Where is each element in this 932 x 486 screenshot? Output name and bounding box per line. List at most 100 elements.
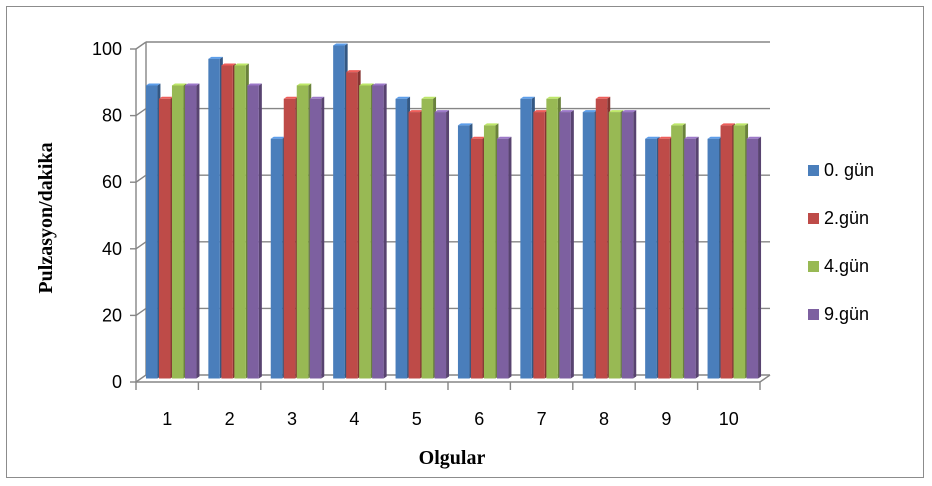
legend-item: 9.gün (808, 304, 869, 324)
bar-top (359, 83, 374, 86)
bar (434, 110, 450, 379)
bar-front (671, 125, 683, 379)
bar-front (533, 112, 545, 379)
bar (520, 96, 535, 379)
bar-top (658, 136, 673, 139)
bar (608, 110, 624, 379)
x-tick-label: 2 (225, 409, 235, 429)
y-grid-depth-line (135, 374, 147, 383)
bar-top (559, 110, 574, 113)
bar-front (184, 85, 197, 379)
bar-side (570, 110, 574, 379)
bar (359, 83, 374, 379)
bar-top (470, 136, 486, 139)
y-grid-depth-line (135, 108, 147, 117)
bar-top (184, 83, 200, 86)
bar (470, 136, 486, 379)
y-axis-title: Pulzasyon/dakika (35, 142, 57, 293)
bar (158, 96, 174, 379)
bar (595, 96, 611, 379)
bar (395, 96, 411, 379)
legend-swatch (808, 309, 819, 320)
legend-swatch (808, 165, 819, 176)
bar-top (746, 136, 762, 139)
bar (496, 136, 512, 379)
bar (283, 96, 299, 379)
bar (621, 110, 637, 379)
bar (221, 63, 236, 379)
bar-front (158, 98, 171, 379)
bar-front (658, 138, 670, 379)
bar-top (457, 123, 473, 126)
bar (247, 83, 262, 379)
bar-front (171, 85, 184, 379)
floor-depth-line (759, 374, 771, 383)
legend-item: 0. gün (808, 160, 874, 180)
legend-label: 0. gün (824, 160, 874, 180)
bar-top (333, 43, 348, 46)
bar-top (408, 110, 424, 113)
legend-label: 9.gün (824, 304, 869, 324)
bar-front (372, 85, 384, 379)
bar (234, 63, 249, 379)
y-grid-depth-line (135, 174, 147, 183)
bar-side (758, 136, 762, 379)
bar-top (372, 83, 387, 86)
y-grid-depth-line (135, 241, 147, 250)
y-grid-depth-line (135, 307, 147, 316)
bar (208, 56, 223, 379)
y-tick-label: 40 (102, 239, 122, 259)
bar (346, 70, 361, 379)
bar (746, 136, 762, 379)
bar-top (346, 70, 361, 73)
bar-top (684, 136, 699, 139)
bar-top (720, 123, 736, 126)
bar-front (296, 85, 309, 379)
bar-front (733, 125, 746, 379)
bar-front (608, 112, 621, 379)
bar-front (546, 98, 558, 379)
y-tick-label: 100 (92, 39, 122, 59)
bar (145, 83, 161, 379)
bar-front (746, 138, 759, 379)
bar-front (333, 45, 345, 379)
bar (309, 96, 325, 379)
bar-top (434, 110, 450, 113)
bar-front (283, 98, 296, 379)
bar-top (645, 136, 660, 139)
bar (270, 136, 286, 379)
bar-top (582, 110, 598, 113)
bar (733, 123, 749, 379)
bar-front (247, 85, 259, 379)
bar-top (595, 96, 611, 99)
legend: 0. gün 2.gün 4.gün 9.gün (808, 160, 874, 324)
bar-front (684, 138, 696, 379)
bar-front (720, 125, 733, 379)
bar-top (520, 96, 535, 99)
bar-front (408, 112, 421, 379)
bar-front (270, 138, 283, 379)
bar (533, 110, 548, 379)
bar (582, 110, 598, 379)
bar (296, 83, 312, 379)
x-tick-label: 9 (661, 409, 671, 429)
bar-front (221, 65, 233, 379)
bar-side (321, 96, 325, 379)
bar-top (421, 96, 437, 99)
bar-side (196, 83, 200, 379)
x-tick-label: 10 (719, 409, 739, 429)
bar (171, 83, 187, 379)
axes: 0 20 40 60 80 100 1 2 3 4 5 6 7 8 9 10 (92, 39, 771, 429)
bar-top (733, 123, 749, 126)
bar-front (483, 125, 496, 379)
bar-top (395, 96, 411, 99)
bar (720, 123, 736, 379)
bar-top (234, 63, 249, 66)
bar (684, 136, 699, 379)
bar-front (208, 58, 220, 379)
bar-front (621, 112, 634, 379)
bar-front (309, 98, 322, 379)
bar-front (145, 85, 158, 379)
bar-side (258, 83, 262, 379)
